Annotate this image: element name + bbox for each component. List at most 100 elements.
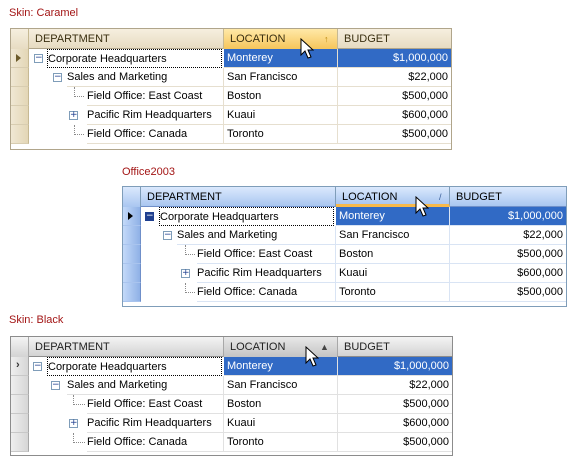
column-header-budget[interactable]: BUDGET (344, 33, 390, 45)
cell-budget[interactable]: $1,000,000 (450, 207, 566, 226)
cell-budget[interactable]: $500,000 (338, 395, 452, 414)
tree-grid-black: DEPARTMENT LOCATION ▲ BUDGET › − Corpora… (10, 336, 453, 456)
column-header-label: LOCATION (230, 341, 286, 353)
cell-department[interactable]: Corporate Headquarters (47, 357, 222, 376)
cell-department[interactable]: Corporate Headquarters (47, 49, 222, 68)
cell-department[interactable]: Sales and Marketing (67, 376, 224, 395)
collapse-icon[interactable]: − (33, 361, 42, 371)
column-header-label: LOCATION (230, 33, 286, 45)
table-row[interactable]: Field Office: Canada Toronto $500,000 (11, 125, 451, 144)
column-header-department[interactable]: DEPARTMENT (29, 337, 224, 357)
table-row[interactable]: Field Office: East Coast Boston $500,000 (11, 87, 451, 106)
cell-location[interactable]: Boston (224, 395, 338, 414)
table-row[interactable]: Field Office: East Coast Boston $500,000 (11, 395, 452, 414)
cell-department[interactable]: Field Office: Canada (87, 125, 224, 144)
indicator-header (11, 337, 29, 357)
collapse-icon[interactable]: − (51, 380, 60, 390)
table-row[interactable]: − Corporate Headquarters Monterey $1,000… (11, 49, 451, 68)
cell-budget[interactable]: $1,000,000 (338, 49, 451, 68)
table-row[interactable]: − Sales and Marketing San Francisco $22,… (11, 68, 451, 87)
column-header-budget[interactable]: BUDGET (344, 341, 390, 353)
expand-icon[interactable]: + (181, 268, 190, 278)
cell-department[interactable]: Sales and Marketing (177, 226, 336, 245)
column-header-department[interactable]: DEPARTMENT (29, 29, 224, 49)
table-row[interactable]: + Pacific Rim Headquarters Kuaui $600,00… (123, 264, 566, 283)
row-indicator (123, 283, 141, 302)
column-header-department[interactable]: DEPARTMENT (141, 187, 336, 207)
tree-line (73, 404, 85, 405)
tree-line (185, 245, 186, 255)
tree-line (73, 433, 74, 443)
cell-location[interactable]: Toronto (224, 125, 338, 144)
cell-budget[interactable]: $500,000 (338, 433, 452, 452)
cell-department[interactable]: Sales and Marketing (67, 68, 224, 87)
cell-budget[interactable]: $500,000 (338, 87, 451, 106)
cell-budget[interactable]: $600,000 (450, 264, 566, 283)
cell-location[interactable]: Kuaui (336, 264, 450, 283)
row-indicator (11, 376, 29, 395)
cell-location[interactable]: San Francisco (224, 68, 338, 87)
cell-department[interactable]: Field Office: East Coast (87, 395, 224, 414)
cell-location[interactable]: Boston (336, 245, 450, 264)
cell-location[interactable]: San Francisco (336, 226, 450, 245)
collapse-icon[interactable]: − (145, 211, 154, 221)
cell-department[interactable]: Field Office: East Coast (197, 245, 336, 264)
table-row[interactable]: − Sales and Marketing San Francisco $22,… (11, 376, 452, 395)
row-indicator (11, 395, 29, 414)
column-header-location[interactable]: LOCATION / (336, 187, 450, 207)
cell-budget[interactable]: $22,000 (450, 226, 566, 245)
row-indicator (11, 106, 29, 125)
table-row[interactable]: › − Corporate Headquarters Monterey $1,0… (11, 357, 452, 376)
cell-budget[interactable]: $600,000 (338, 106, 451, 125)
cell-location[interactable]: San Francisco (224, 376, 338, 395)
collapse-icon[interactable]: − (34, 53, 43, 63)
cell-budget[interactable]: $22,000 (338, 68, 451, 87)
cell-location[interactable]: Kuaui (224, 414, 338, 433)
cell-location[interactable]: Monterey (224, 49, 338, 68)
table-row[interactable]: Field Office: Canada Toronto $500,000 (11, 433, 452, 452)
table-row[interactable]: + Pacific Rim Headquarters Kuaui $600,00… (11, 106, 451, 125)
cell-location[interactable]: Monterey (224, 357, 338, 376)
grid-header: DEPARTMENT LOCATION ↑ BUDGET (11, 29, 451, 49)
cell-location[interactable]: Kuaui (224, 106, 338, 125)
cell-budget[interactable]: $500,000 (338, 125, 451, 144)
cell-department[interactable]: Pacific Rim Headquarters (87, 414, 224, 433)
tree-line (73, 442, 85, 443)
cell-department[interactable]: Pacific Rim Headquarters (197, 264, 336, 283)
table-row[interactable]: − Sales and Marketing San Francisco $22,… (123, 226, 566, 245)
table-row[interactable]: Field Office: Canada Toronto $500,000 (123, 283, 566, 302)
cell-budget[interactable]: $500,000 (450, 245, 566, 264)
table-row[interactable]: + Pacific Rim Headquarters Kuaui $600,00… (11, 414, 452, 433)
cell-budget[interactable]: $500,000 (450, 283, 566, 302)
cell-location[interactable]: Toronto (336, 283, 450, 302)
tree-line (74, 96, 84, 97)
table-row[interactable]: − Corporate Headquarters Monterey $1,000… (123, 207, 566, 226)
tree-line (73, 395, 74, 405)
cell-budget[interactable]: $22,000 (338, 376, 452, 395)
cell-department[interactable]: Field Office: East Coast (87, 87, 224, 106)
row-indicator-arrow-icon (128, 212, 133, 220)
expand-icon[interactable]: + (69, 418, 78, 428)
expand-icon[interactable]: + (69, 110, 78, 120)
row-indicator (11, 68, 29, 87)
cell-department[interactable]: Field Office: Canada (197, 283, 336, 302)
collapse-icon[interactable]: − (163, 230, 172, 240)
column-header-budget[interactable]: BUDGET (456, 191, 502, 203)
cell-budget[interactable]: $600,000 (338, 414, 452, 433)
collapse-icon[interactable]: − (53, 72, 62, 82)
table-row[interactable]: Field Office: East Coast Boston $500,000 (123, 245, 566, 264)
indicator-header (123, 187, 141, 207)
cell-budget[interactable]: $1,000,000 (338, 357, 452, 376)
column-header-location[interactable]: LOCATION ↑ (224, 29, 338, 49)
cell-department[interactable]: Field Office: Canada (87, 433, 224, 452)
row-indicator-arrow-icon: › (16, 359, 20, 371)
indicator-header (11, 29, 29, 49)
cell-location[interactable]: Boston (224, 87, 338, 106)
cell-location[interactable]: Monterey (336, 207, 450, 226)
cell-location[interactable]: Toronto (224, 433, 338, 452)
skin-label-caramel: Skin: Caramel (9, 7, 79, 19)
column-header-location[interactable]: LOCATION ▲ (224, 337, 338, 357)
cell-department[interactable]: Pacific Rim Headquarters (87, 106, 224, 125)
cell-department[interactable]: Corporate Headquarters (159, 207, 334, 226)
grid-header: DEPARTMENT LOCATION / BUDGET (123, 187, 566, 207)
